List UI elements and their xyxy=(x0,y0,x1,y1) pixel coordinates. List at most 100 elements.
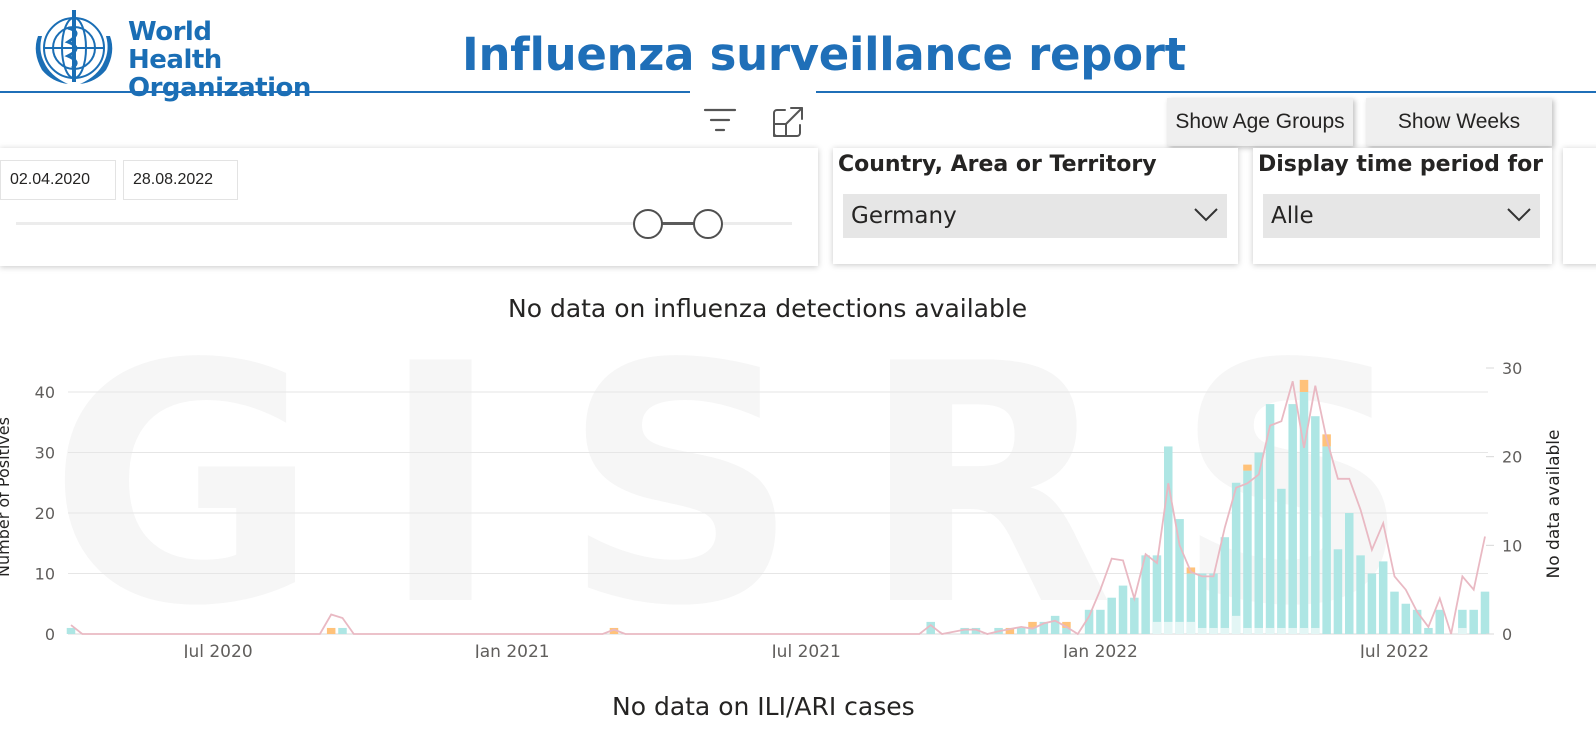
influenza-detections-chart: GISRS 0 10 20 30 40 0 10 20 30 Jul 2020 Jan 2021 Ju… xyxy=(0,340,1564,658)
y-tick-label: 20 xyxy=(35,504,55,523)
show-weeks-button[interactable]: Show Weeks xyxy=(1366,98,1552,146)
bar-segment-a xyxy=(1345,513,1354,634)
bar-base-segment xyxy=(1458,627,1467,634)
y2-tick-label: 10 xyxy=(1502,536,1522,555)
bar-segment-a xyxy=(1277,488,1286,634)
bar-base-segment xyxy=(1254,627,1264,634)
focus-mode-icon[interactable] xyxy=(770,104,806,140)
bar-base-segment xyxy=(1277,627,1286,634)
bar-segment-a xyxy=(1390,591,1399,634)
bar-segment-a xyxy=(1412,609,1422,634)
chevron-down-icon xyxy=(1194,208,1218,222)
bar-segment-a xyxy=(1299,392,1309,634)
bar-base-segment xyxy=(1164,621,1173,634)
bar-segment-a xyxy=(1197,573,1207,634)
bar-base-segment xyxy=(1152,621,1162,634)
y-tick-label: 30 xyxy=(35,444,55,463)
date-slider-start-handle[interactable] xyxy=(633,209,663,239)
bar-segment-a xyxy=(1378,561,1388,634)
gisrs-watermark: GISRS xyxy=(48,340,1471,658)
x-tick-label: Jan 2022 xyxy=(1062,642,1138,658)
bar-segment-a xyxy=(1424,627,1433,634)
bar-base-segment xyxy=(1299,627,1309,634)
page-title: Influenza surveillance report xyxy=(462,28,1186,81)
who-logo: World Health Organization xyxy=(28,6,311,102)
country-slicer: Country, Area or Territory Germany xyxy=(833,148,1238,264)
bar-segment-b xyxy=(1299,379,1309,392)
bar-segment-a xyxy=(1186,573,1196,634)
period-slicer: Display time period for Alle xyxy=(1253,148,1552,264)
bar-segment-a xyxy=(1039,621,1049,634)
bar-segment-b xyxy=(1028,621,1037,628)
bar-base-segment xyxy=(1197,627,1207,634)
bar-segment-b xyxy=(1243,464,1252,471)
date-slider-track[interactable] xyxy=(16,222,792,225)
bar-base-segment xyxy=(1175,621,1184,634)
bar-segment-a xyxy=(1050,615,1060,634)
bar-segment-a xyxy=(1243,470,1252,634)
y-tick-label: 40 xyxy=(35,383,55,402)
end-date-field[interactable]: 28.08.2022 xyxy=(123,160,238,200)
bar-segment-a xyxy=(1480,591,1490,634)
filter-icon[interactable] xyxy=(702,104,738,140)
x-tick-label: Jul 2021 xyxy=(771,642,841,658)
bar-segment-a xyxy=(1231,482,1241,634)
un-emblem-icon xyxy=(35,10,113,84)
bar-segment-a xyxy=(1152,555,1162,634)
bar-segment-a xyxy=(926,621,935,634)
y-tick-label: 10 xyxy=(35,565,55,584)
bar-base-segment xyxy=(1243,627,1252,634)
bar-segment-a xyxy=(1107,597,1116,634)
bar-segment-a xyxy=(960,627,969,634)
bar-segment-b xyxy=(326,627,336,634)
bar-segment-a xyxy=(1062,627,1071,634)
next-slicer-edge xyxy=(1563,148,1596,264)
bar-segment-a xyxy=(1141,555,1150,634)
bar-base-segment xyxy=(1220,627,1230,634)
y2-axis-label: No data available xyxy=(1544,430,1564,579)
country-dropdown[interactable]: Germany xyxy=(843,194,1227,238)
bar-segment-a xyxy=(971,627,981,634)
bar-base-segment xyxy=(1186,621,1196,634)
show-age-groups-button[interactable]: Show Age Groups xyxy=(1167,98,1353,146)
bar-segment-a xyxy=(1288,404,1297,634)
influenza-chart-title: No data on influenza detections availabl… xyxy=(508,294,1028,323)
bar-segment-a xyxy=(1469,609,1478,634)
y2-tick-label: 30 xyxy=(1502,359,1522,378)
x-tick-label: Jul 2020 xyxy=(182,642,252,658)
bar-segment-a xyxy=(1322,446,1331,634)
bar-segment-a xyxy=(1401,603,1411,634)
date-range-slicer: 02.04.2020 28.08.2022 xyxy=(0,148,818,266)
bar-segment-a xyxy=(1164,446,1173,634)
bar-base-segment xyxy=(1209,627,1218,634)
period-dropdown[interactable]: Alle xyxy=(1263,194,1540,238)
x-tick-label: Jul 2022 xyxy=(1359,642,1429,658)
bar-segment-a xyxy=(338,627,347,634)
y2-tick-label: 0 xyxy=(1502,625,1512,644)
who-logo-text: World Health Organization xyxy=(128,18,311,102)
bar-segment-a xyxy=(1084,609,1094,634)
bar-base-segment xyxy=(1231,615,1241,634)
bar-segment-b xyxy=(1062,621,1071,628)
visual-header xyxy=(690,86,816,146)
x-tick-label: Jan 2021 xyxy=(474,642,550,658)
bar-segment-a xyxy=(1209,573,1218,634)
country-slicer-title: Country, Area or Territory xyxy=(838,152,1157,177)
bar-segment-a xyxy=(1265,404,1275,634)
bar-segment-a xyxy=(1220,537,1230,634)
period-slicer-title: Display time period for xyxy=(1258,152,1544,177)
bar-segment-a xyxy=(1028,627,1037,634)
bar-segment-a xyxy=(1367,573,1377,634)
chevron-down-icon xyxy=(1507,208,1531,222)
bar-segment-a xyxy=(1311,416,1320,634)
bar-segment-a xyxy=(66,627,76,634)
y-tick-label: 0 xyxy=(45,625,55,644)
start-date-field[interactable]: 02.04.2020 xyxy=(0,160,116,200)
bar-segment-a xyxy=(1356,555,1365,634)
ili-ari-chart-title: No data on ILI/ARI cases xyxy=(612,692,915,721)
bar-segment-a xyxy=(1130,597,1139,634)
date-slider-end-handle[interactable] xyxy=(693,209,723,239)
period-dropdown-value: Alle xyxy=(1271,203,1314,229)
line-series xyxy=(70,381,1486,636)
bar-segment-a xyxy=(1175,519,1184,634)
